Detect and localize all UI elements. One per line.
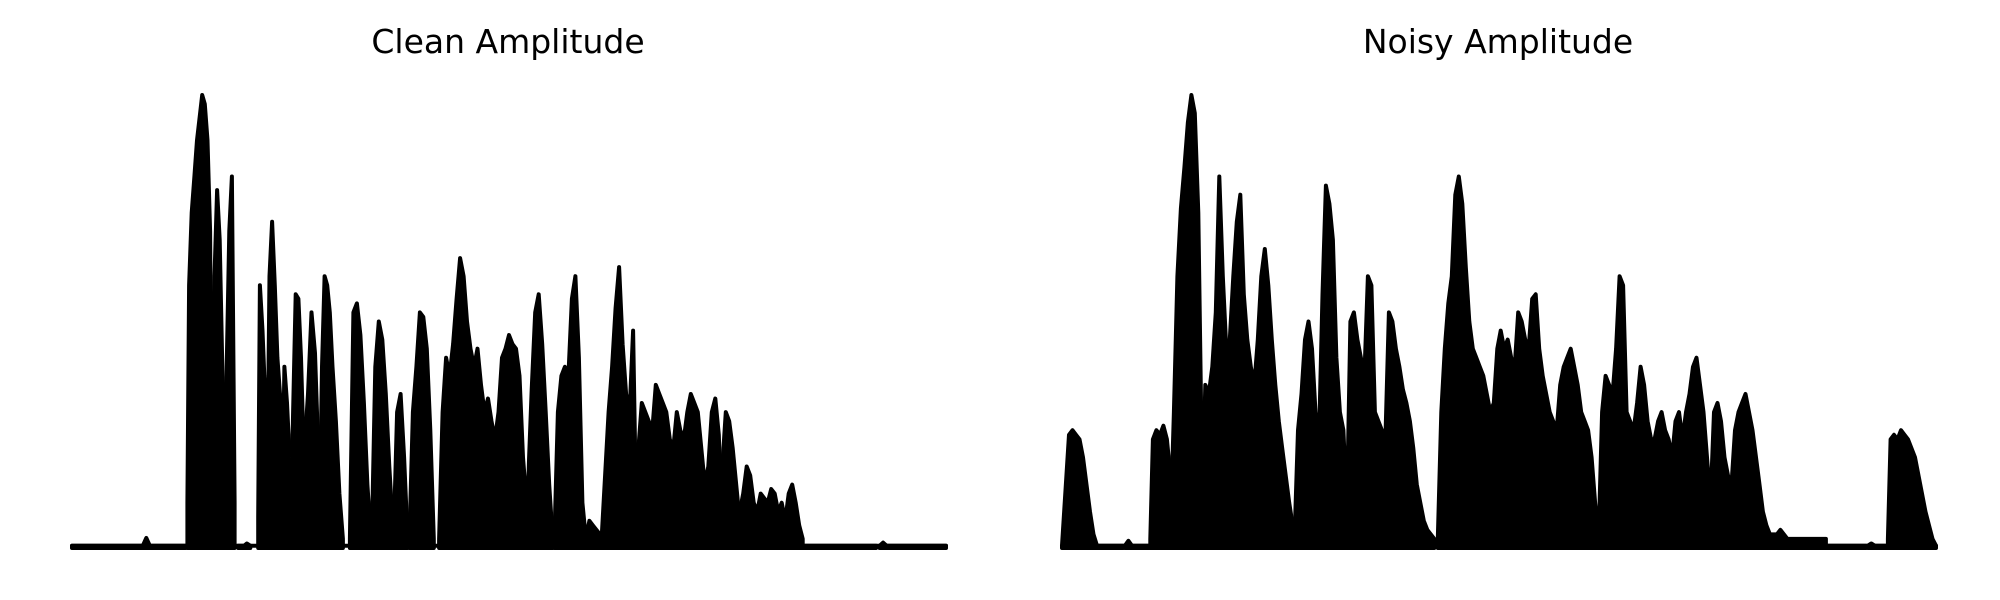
amplitude-segment-1-7 xyxy=(1292,183,1437,550)
amplitude-segment-0-13 xyxy=(347,301,373,550)
amplitude-segment-0-3 xyxy=(185,93,214,550)
amplitude-segment-0-21 xyxy=(599,265,639,550)
amplitude-segment-0-14 xyxy=(369,319,396,550)
amplitude-segment-0-17 xyxy=(437,256,536,550)
amplitude-segment-0-19 xyxy=(552,274,588,550)
amplitude-segment-0-24 xyxy=(734,464,805,550)
amplitude-segment-1-6 xyxy=(1199,174,1299,550)
amplitude-segment-0-22 xyxy=(632,382,725,550)
amplitude-segment-1-8 xyxy=(1435,174,1601,550)
amplitude-segment-0-16 xyxy=(407,310,436,550)
amplitude-segment-0-15 xyxy=(391,392,410,550)
amplitude-segment-0-4 xyxy=(210,188,227,550)
amplitude-segment-0-18 xyxy=(524,292,555,550)
chart-title-noisy: Noisy Amplitude xyxy=(1362,22,1634,61)
chart-title-clean: Clean Amplitude xyxy=(371,22,645,61)
noisy-amplitude-panel xyxy=(1060,93,1938,550)
amplitude-segment-1-0 xyxy=(1060,428,1099,550)
amplitude-segment-0-12 xyxy=(317,274,345,550)
amplitude-segment-0-5 xyxy=(222,174,237,550)
amplitude-segment-1-9 xyxy=(1596,274,1828,550)
amplitude-segment-1-13 xyxy=(1885,428,1938,550)
clean-amplitude-panel xyxy=(70,93,948,550)
amplitude-segment-1-5 xyxy=(1168,93,1208,550)
